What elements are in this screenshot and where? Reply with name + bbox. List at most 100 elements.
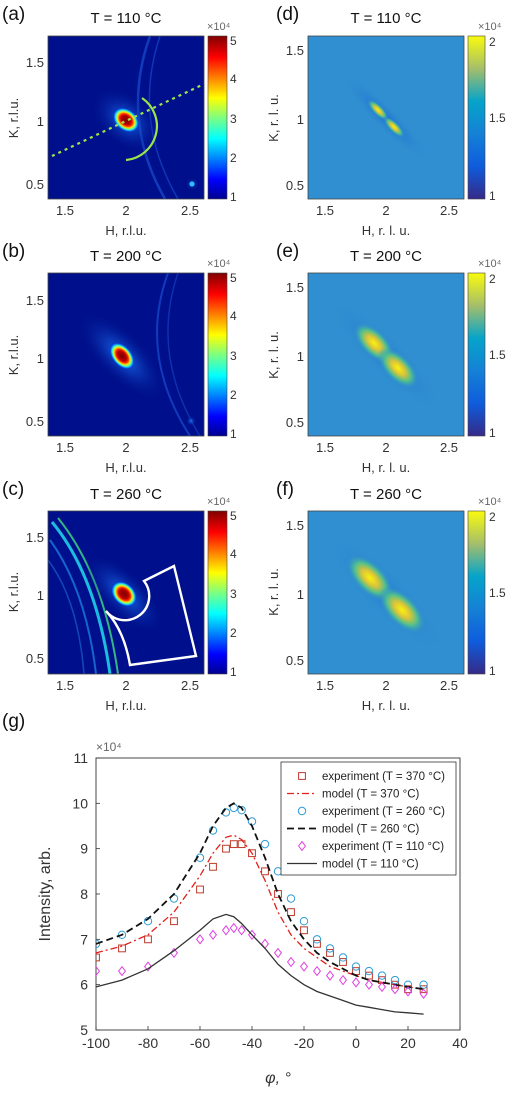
x-tick-label: 2	[382, 203, 389, 218]
x-axis-label: H, r.l.u.	[105, 698, 146, 713]
data-point	[390, 983, 400, 995]
legend-items: experiment (T = 370 °C) model (T = 370 °C…	[287, 771, 445, 871]
data-point	[351, 962, 361, 971]
legend-item: experiment (T = 260 °C)	[297, 806, 445, 818]
legend-item: model (T = 370 °C)	[287, 789, 420, 801]
data-point	[352, 967, 360, 975]
y-tick-label: 1	[297, 112, 304, 127]
colorbar-tick: 1	[489, 189, 496, 203]
data-point	[221, 925, 231, 936]
data-point	[339, 958, 347, 966]
y-tick-label: 1	[37, 588, 44, 603]
series-line	[96, 802, 424, 991]
y-tick-label: 1	[297, 349, 304, 364]
colorbar-tick: 4	[230, 309, 237, 323]
data-point	[419, 980, 428, 989]
y-tick-label: 1.5	[286, 518, 304, 533]
x-tick-label: 1.5	[56, 203, 74, 218]
panel-label: (e)	[276, 241, 299, 262]
data-point	[274, 890, 282, 898]
colorbar-tick: 1	[489, 664, 496, 678]
data-point	[118, 944, 126, 953]
x-tick-label: -80	[138, 1035, 158, 1051]
integration-region	[105, 564, 198, 667]
data-point	[96, 965, 101, 977]
y-axis-ticks: 5 6 7 8 9 10 11	[72, 750, 100, 1038]
y-tick-label: 1.5	[286, 43, 304, 58]
y-tick-label: 0.5	[26, 177, 44, 192]
data-point	[404, 985, 412, 994]
panel-label: (f)	[276, 479, 294, 500]
x-tick-label: -20	[294, 1035, 314, 1051]
data-point	[169, 947, 179, 959]
data-point	[248, 849, 256, 858]
series-experiment-370	[96, 840, 428, 994]
x-tick-label: -40	[242, 1035, 262, 1051]
x-tick-label: 2.5	[440, 440, 458, 455]
panel-title: T = 200 °C	[90, 248, 162, 265]
colorbar-ticks: 5 4 3 2 1	[230, 509, 237, 679]
x-tick-label: 20	[400, 1035, 416, 1051]
y-ticks: 1.5 1 0.5	[286, 518, 304, 668]
series-experiment-110	[96, 922, 428, 999]
integration-arc	[125, 97, 159, 162]
data-point	[312, 935, 322, 944]
y-tick-label: 1.5	[286, 280, 304, 295]
legend-swatch	[297, 806, 307, 816]
data-point	[351, 977, 361, 988]
heatmap-features	[48, 517, 164, 674]
panel-d: (d) T = 110 °C 1.5 1 0.5 1.5 2 2.5 H, r.…	[266, 4, 506, 238]
colorbar-tick: 2	[489, 510, 496, 524]
legend-label: model (T = 110 °C)	[322, 859, 419, 871]
y-tick-label: 0.5	[286, 178, 304, 193]
heatmap-features	[77, 273, 201, 436]
panel-title: T = 110 °C	[351, 10, 422, 27]
data-point	[286, 894, 296, 903]
data-point	[364, 966, 374, 976]
data-point	[403, 980, 413, 989]
y-tick-label: 1	[37, 114, 44, 129]
legend-item: experiment (T = 370 °C)	[298, 771, 445, 783]
panel-title: T = 260 °C	[90, 486, 162, 503]
panel-g: (g) ×10⁴ -100 -80 -60 -40 -20 0 20 40 5 6 7 8 9 10 11…	[2, 711, 468, 1087]
x-tick-label: -100	[82, 1035, 110, 1051]
data-point	[299, 917, 309, 926]
series-model-260	[96, 802, 424, 991]
x-tick-label: 2.5	[181, 678, 199, 693]
x-axis-label: H, r. l. u.	[362, 698, 410, 713]
y-axis-label: Intensity, arb.	[37, 847, 54, 942]
legend-label: model (T = 370 °C)	[322, 789, 420, 801]
colorbar-tick: 1	[489, 426, 496, 440]
x-ticks: 1.5 2 2.5	[316, 678, 458, 693]
colorbar-exponent: ×10⁴	[478, 496, 502, 508]
x-tick-label: 1.5	[56, 440, 74, 455]
legend-label: experiment (T = 110 °C)	[322, 841, 444, 853]
legend-label: experiment (T = 370 °C)	[322, 771, 445, 783]
colorbar-tick: 3	[230, 112, 237, 126]
legend-swatch	[297, 840, 307, 852]
x-tick-label: -60	[190, 1035, 210, 1051]
colorbar-ticks: 2 1.5 1	[489, 272, 506, 440]
data-point	[209, 862, 217, 871]
data-point	[286, 956, 296, 968]
data-point	[364, 979, 374, 990]
y-ticks: 1.5 1 0.5	[286, 43, 304, 193]
y-tick-label: 0.5	[26, 651, 44, 666]
scan-line	[51, 83, 205, 157]
x-axis-label: H, r. l. u.	[362, 223, 410, 238]
y-axis-label: K, r.l.u.	[6, 572, 21, 612]
heatmap-features	[91, 36, 198, 199]
legend-label: experiment (T = 260 °C)	[322, 806, 445, 818]
legend: experiment (T = 370 °C) model (T = 370 °C…	[280, 761, 457, 876]
colorbar	[467, 35, 486, 200]
x-ticks: 1.5 2 2.5	[56, 440, 199, 455]
colorbar	[467, 510, 486, 675]
y-tick-label: 1	[297, 587, 304, 602]
legend-item: experiment (T = 110 °C)	[297, 840, 444, 853]
series-line	[96, 913, 424, 1015]
data-point	[196, 885, 204, 894]
data-point	[237, 925, 246, 936]
y-axis-exponent: ×10⁴	[96, 740, 122, 754]
data-point	[365, 971, 373, 980]
